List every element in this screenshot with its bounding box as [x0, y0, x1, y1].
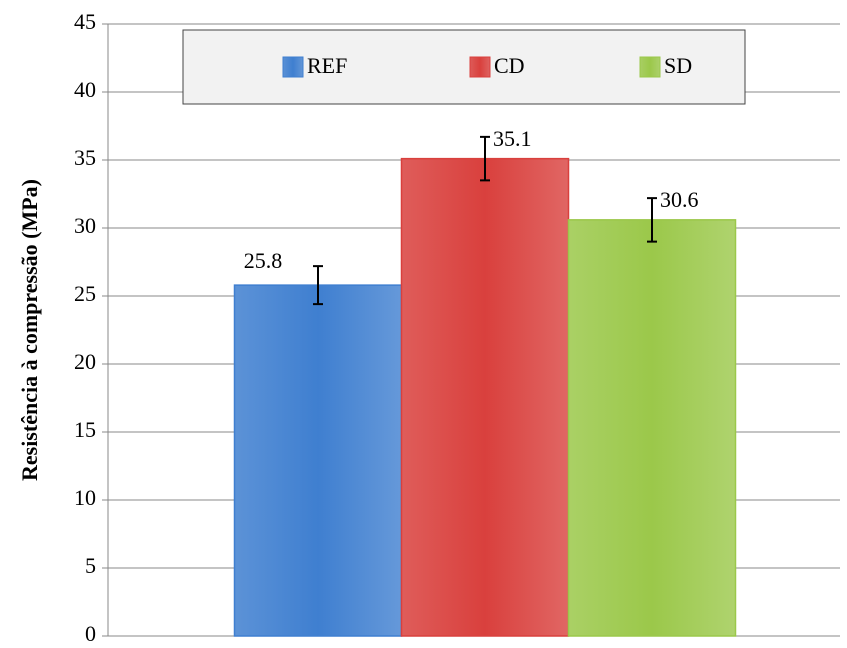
legend-label: SD [664, 53, 692, 78]
y-tick-label: 20 [74, 349, 96, 374]
y-tick-label: 30 [74, 213, 96, 238]
legend-swatch [469, 56, 491, 78]
y-tick-label: 5 [85, 553, 96, 578]
y-tick-label: 15 [74, 417, 96, 442]
legend [182, 29, 746, 105]
bar [233, 284, 403, 637]
y-tick-label: 40 [74, 77, 96, 102]
legend-label: REF [307, 53, 347, 78]
legend-swatch [639, 56, 661, 78]
legend-label: CD [494, 53, 525, 78]
error-bar [313, 265, 323, 306]
bar [400, 157, 570, 637]
y-axis-label: Resistência à compressão (MPa) [17, 179, 42, 481]
data-label: 25.8 [244, 248, 283, 273]
bar [567, 219, 737, 637]
legend-swatch [282, 56, 304, 78]
y-tick-label: 0 [85, 621, 96, 646]
data-label: 35.1 [493, 126, 532, 151]
error-bar [647, 197, 657, 243]
y-tick-label: 10 [74, 485, 96, 510]
error-bar [480, 135, 490, 182]
data-label: 30.6 [660, 187, 699, 212]
y-tick-label: 35 [74, 145, 96, 170]
y-tick-label: 25 [74, 281, 96, 306]
y-tick-label: 45 [74, 9, 96, 34]
